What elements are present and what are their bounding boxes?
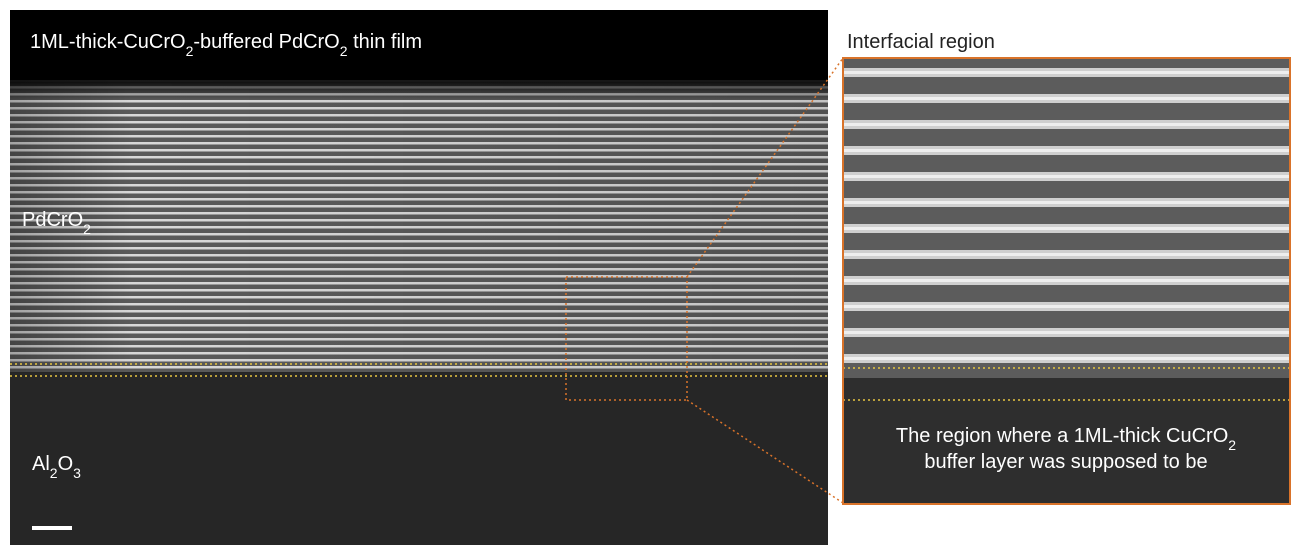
text-part: 2 (186, 43, 194, 59)
text-part: PdCrO (22, 209, 83, 231)
text-part: 1ML-thick-CuCrO (30, 31, 186, 53)
text-part: The region where a 1ML-thick CuCrO (896, 425, 1228, 447)
text-part: 2 (50, 465, 58, 481)
left-panel: 1ML-thick-CuCrO2-buffered PdCrO2 thin fi… (10, 10, 828, 545)
text-part: 3 (73, 465, 81, 481)
text-part: Al (32, 453, 50, 475)
figure: 1ML-thick-CuCrO2-buffered PdCrO2 thin fi… (0, 0, 1291, 545)
inset-caption: buffer layer was supposed to be (924, 451, 1207, 473)
text-part: 2 (340, 43, 348, 59)
text-part: O (58, 453, 74, 475)
text-part: -buffered PdCrO (193, 31, 339, 53)
inset-stripes (843, 58, 1290, 378)
text-part: 2 (83, 221, 91, 237)
film-shade (10, 80, 828, 372)
text-part: 2 (1228, 437, 1236, 453)
inset: Interfacial region The region where a 1M… (843, 31, 1290, 504)
inset-title: Interfacial region (847, 31, 995, 53)
text-part: thin film (348, 31, 422, 53)
edge (10, 78, 828, 100)
